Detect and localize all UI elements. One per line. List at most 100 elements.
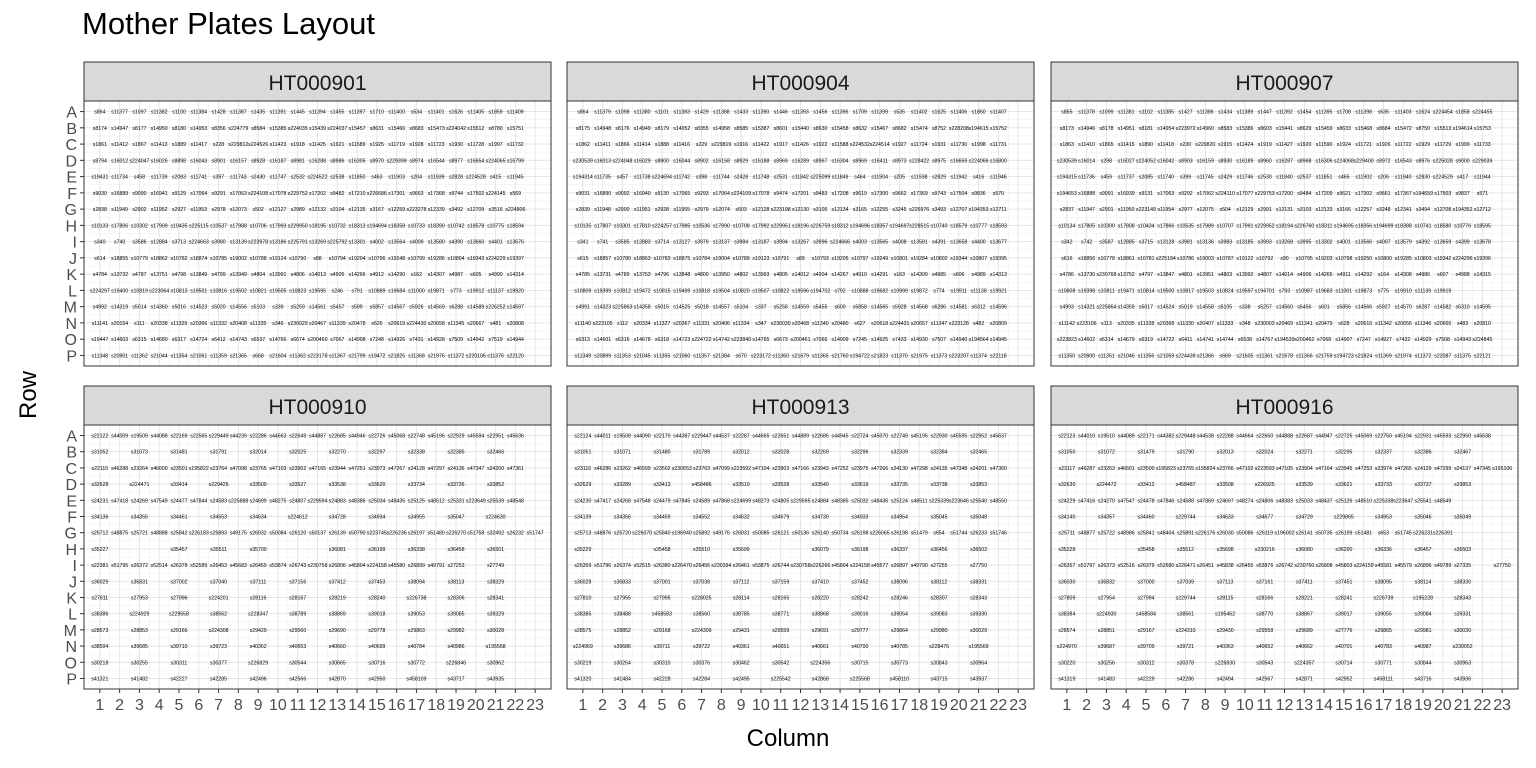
well-label: s1435 bbox=[251, 110, 265, 116]
well-label: s1926 bbox=[1376, 142, 1390, 148]
well-label: s18580 bbox=[1434, 223, 1451, 229]
well-label: s226270 bbox=[446, 531, 466, 537]
well-label: s28165 bbox=[772, 595, 789, 601]
well-label: s14558 bbox=[1197, 305, 1214, 311]
well-label: s37111 bbox=[250, 579, 266, 585]
well-label: s39329 bbox=[487, 612, 504, 618]
well-label: s48512 bbox=[428, 498, 445, 504]
well-label: s25541 bbox=[1415, 498, 1432, 504]
well-label: s42871 bbox=[1296, 676, 1313, 682]
well-label: s23975 bbox=[851, 466, 868, 472]
well-label: s195106 bbox=[1492, 466, 1512, 472]
x-tick-label: 17 bbox=[408, 697, 426, 714]
well-label: s4806 bbox=[291, 272, 305, 278]
well-label: s223106 bbox=[1077, 321, 1097, 327]
well-label: s37039 bbox=[1177, 579, 1194, 585]
well-label: s19682 bbox=[871, 288, 888, 294]
well-label: s25713 bbox=[574, 531, 591, 537]
well-label: s13136 bbox=[1197, 240, 1214, 246]
well-label: s8682 bbox=[892, 126, 906, 132]
well-label: s224779 bbox=[228, 126, 248, 132]
well-label: s47299 bbox=[1434, 466, 1451, 472]
x-tick-label: 5 bbox=[175, 697, 184, 714]
well-label: s11384 bbox=[190, 110, 207, 116]
well-label: s47844 bbox=[190, 498, 207, 504]
well-label: s22685 bbox=[329, 434, 346, 440]
well-label: s458486 bbox=[692, 482, 712, 488]
well-label: s18862 bbox=[151, 256, 168, 262]
well-label: s4009 bbox=[409, 240, 423, 246]
well-label: s13302 bbox=[1316, 240, 1333, 246]
x-tick-label: 16 bbox=[1355, 697, 1373, 714]
well-label: s42495 bbox=[733, 676, 750, 682]
well-label: s2830 bbox=[1416, 175, 1430, 181]
well-label: s6287 bbox=[1416, 305, 1430, 311]
well-label: s21060 bbox=[673, 353, 690, 359]
well-label: s35048 bbox=[970, 515, 987, 521]
well-label: s16029 bbox=[634, 158, 651, 164]
well-label: s11369 bbox=[1375, 353, 1392, 359]
well-label: s46287 bbox=[1078, 466, 1095, 472]
well-label: s19400 bbox=[111, 288, 128, 294]
well-label: s28167 bbox=[289, 595, 306, 601]
well-label: s42284 bbox=[693, 676, 710, 682]
well-label: s10787 bbox=[1217, 256, 1234, 262]
well-label: s3248 bbox=[1376, 207, 1390, 213]
well-label: s226830 bbox=[1215, 660, 1235, 666]
well-label: s11359 bbox=[210, 353, 227, 359]
well-label: s12339 bbox=[428, 207, 445, 213]
well-label: s3984 bbox=[734, 240, 748, 246]
well-label: s223593 bbox=[1255, 466, 1275, 472]
well-label: s48510 bbox=[1355, 498, 1372, 504]
x-tick-label: 18 bbox=[1394, 697, 1412, 714]
well-label: s791 bbox=[351, 288, 362, 294]
well-label: s28343 bbox=[1454, 595, 1471, 601]
well-label: s48877 bbox=[1078, 531, 1095, 537]
well-label: s6673 bbox=[774, 337, 788, 343]
well-label: s44945 bbox=[832, 434, 849, 440]
facet-strip bbox=[83, 385, 552, 426]
well-label: s7508 bbox=[1436, 337, 1450, 343]
well-label: s24136 bbox=[448, 466, 465, 472]
well-label: s11361 bbox=[1256, 353, 1273, 359]
well-label: s20900 bbox=[1078, 353, 1095, 359]
well-label: s4906 bbox=[1297, 272, 1311, 278]
well-label: s22169 bbox=[170, 434, 187, 440]
well-label: s298 bbox=[1101, 158, 1112, 164]
well-label: s14524 bbox=[1157, 305, 1174, 311]
well-label: s23763 bbox=[693, 466, 710, 472]
well-label: s11736 bbox=[1078, 175, 1095, 181]
well-label: s226391 bbox=[1433, 531, 1453, 537]
well-label: s4400 bbox=[972, 240, 986, 246]
well-label: s21976 bbox=[428, 353, 445, 359]
well-label: s51746 bbox=[990, 531, 1007, 537]
well-label: s11397 bbox=[349, 110, 366, 116]
well-label: s47547 bbox=[1118, 498, 1135, 504]
well-label: s229594 bbox=[308, 498, 328, 504]
well-label: s20665 bbox=[1434, 321, 1451, 327]
well-label: s17063 bbox=[230, 191, 247, 197]
well-label: s18311 bbox=[1316, 223, 1333, 229]
well-label: s1858 bbox=[1456, 110, 1470, 116]
well-label: s42868 bbox=[812, 676, 829, 682]
well-label: s28341 bbox=[487, 595, 504, 601]
well-label: s36199 bbox=[368, 547, 385, 553]
well-label: s20656 bbox=[1395, 321, 1412, 327]
well-label: s8967 bbox=[813, 158, 827, 164]
well-label: s11332 bbox=[210, 321, 227, 327]
well-label: s30773 bbox=[891, 660, 908, 666]
well-label: s8173 bbox=[1060, 126, 1074, 132]
y-tick-label: B bbox=[66, 121, 77, 138]
y-tick-label: E bbox=[66, 170, 77, 187]
well-label: s4786 bbox=[1060, 272, 1074, 278]
well-label: s38771 bbox=[772, 612, 789, 618]
well-label: s225791 bbox=[288, 240, 308, 246]
well-label: s5259 bbox=[291, 305, 305, 311]
well-label: s7433 bbox=[892, 337, 906, 343]
well-label: s16042 bbox=[1157, 158, 1174, 164]
well-label: s225099 bbox=[810, 175, 830, 181]
well-label: s10783 bbox=[653, 256, 670, 262]
well-label: s483 bbox=[1457, 321, 1468, 327]
well-label: s14560 bbox=[1276, 305, 1293, 311]
y-tick-label: J bbox=[69, 251, 77, 268]
